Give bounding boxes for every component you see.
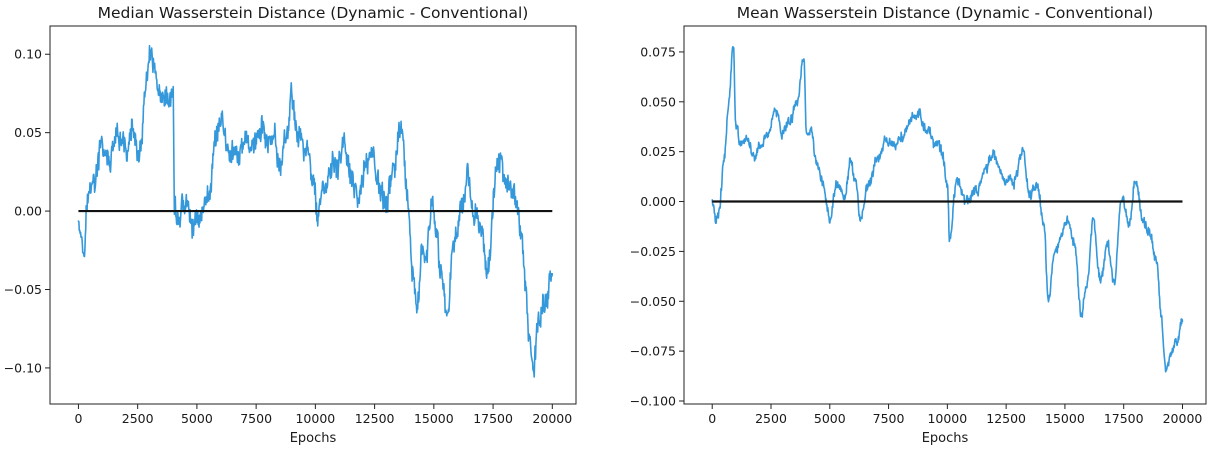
y-tick-label: −0.050 xyxy=(630,294,676,309)
x-tick-label: 15000 xyxy=(1045,411,1085,426)
x-tick-label: 12500 xyxy=(355,411,395,426)
x-axis-label: Epochs xyxy=(922,431,969,446)
x-tick-label: 17500 xyxy=(473,411,513,426)
y-tick-label: −0.100 xyxy=(630,394,676,409)
y-tick-label: −0.05 xyxy=(4,282,42,297)
series-line xyxy=(77,44,554,378)
y-tick-label: 0.05 xyxy=(14,125,42,140)
y-tick-label: 0.050 xyxy=(640,94,676,109)
x-tick-label: 7500 xyxy=(240,411,272,426)
x-tick-label: 0 xyxy=(74,411,82,426)
x-tick-label: 15000 xyxy=(414,411,454,426)
y-tick-label: 0.000 xyxy=(640,194,676,209)
x-tick-label: 20000 xyxy=(1163,411,1203,426)
chart-median: Median Wasserstein Distance (Dynamic - C… xyxy=(4,4,577,446)
y-tick-label: −0.10 xyxy=(4,360,42,375)
x-tick-label: 7500 xyxy=(873,411,905,426)
y-tick-label: −0.075 xyxy=(630,344,676,359)
x-tick-label: 20000 xyxy=(532,411,572,426)
x-tick-label: 2500 xyxy=(122,411,154,426)
series-line xyxy=(711,45,1184,373)
x-tick-label: 10000 xyxy=(295,411,335,426)
x-tick-label: 5000 xyxy=(181,411,213,426)
x-tick-label: 2500 xyxy=(755,411,787,426)
x-axis-label: Epochs xyxy=(290,431,337,446)
chart-mean: Mean Wasserstein Distance (Dynamic - Con… xyxy=(630,4,1207,446)
x-tick-label: 17500 xyxy=(1104,411,1144,426)
plot-frame xyxy=(49,25,577,405)
x-tick-label: 0 xyxy=(708,411,716,426)
x-tick-label: 12500 xyxy=(986,411,1026,426)
y-tick-label: 0.00 xyxy=(14,204,42,219)
y-tick-label: −0.025 xyxy=(630,244,676,259)
chart-title: Mean Wasserstein Distance (Dynamic - Con… xyxy=(737,4,1154,22)
plot-frame xyxy=(683,25,1207,405)
y-tick-label: 0.025 xyxy=(640,144,676,159)
y-tick-label: 0.075 xyxy=(640,44,676,59)
x-tick-label: 5000 xyxy=(814,411,846,426)
chart-title: Median Wasserstein Distance (Dynamic - C… xyxy=(98,4,529,22)
y-tick-label: 0.10 xyxy=(14,47,42,62)
x-tick-label: 10000 xyxy=(927,411,967,426)
